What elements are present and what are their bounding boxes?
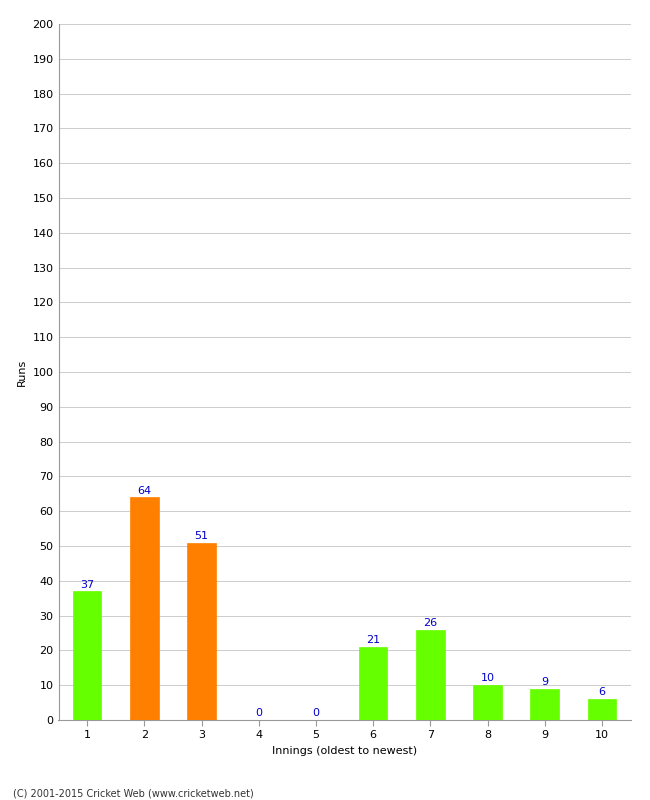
Bar <box>359 647 387 720</box>
Text: 0: 0 <box>255 708 262 718</box>
Bar <box>187 542 216 720</box>
Text: 51: 51 <box>194 530 209 541</box>
Text: 64: 64 <box>137 486 151 495</box>
Text: 37: 37 <box>80 579 94 590</box>
Text: 26: 26 <box>423 618 437 628</box>
Bar <box>588 699 616 720</box>
Text: 21: 21 <box>366 635 380 645</box>
Bar <box>473 685 502 720</box>
X-axis label: Innings (oldest to newest): Innings (oldest to newest) <box>272 746 417 756</box>
Bar <box>130 498 159 720</box>
Text: 9: 9 <box>541 677 548 687</box>
Y-axis label: Runs: Runs <box>17 358 27 386</box>
Bar <box>416 630 445 720</box>
Text: 10: 10 <box>480 674 495 683</box>
Text: (C) 2001-2015 Cricket Web (www.cricketweb.net): (C) 2001-2015 Cricket Web (www.cricketwe… <box>13 788 254 798</box>
Text: 0: 0 <box>313 708 319 718</box>
Bar <box>73 591 101 720</box>
Text: 6: 6 <box>599 687 605 698</box>
Bar <box>530 689 559 720</box>
